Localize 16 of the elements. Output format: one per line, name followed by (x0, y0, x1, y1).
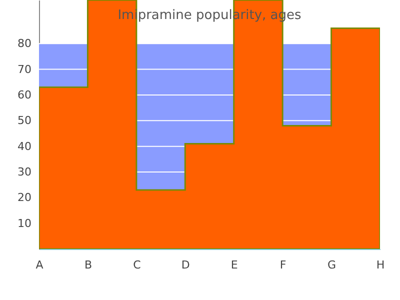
y-tick-label: 10 (18, 216, 32, 230)
x-tick-label: B (84, 258, 92, 272)
x-tick-label: E (230, 258, 238, 272)
y-tick-label: 30 (18, 165, 32, 178)
x-tick-label: G (328, 258, 336, 272)
y-tick-label: 20 (18, 191, 32, 204)
y-tick-label: 70 (18, 62, 32, 76)
x-tick-label: H (376, 258, 385, 272)
x-tick-label: F (280, 258, 286, 272)
y-tick-label: 50 (18, 114, 32, 128)
y-tick-label: 80 (18, 37, 32, 50)
x-tick-label: A (36, 258, 44, 272)
y-tick-label: 40 (18, 140, 32, 153)
x-tick-label: C (133, 258, 142, 272)
y-tick-label: 60 (18, 88, 32, 102)
x-tick-label: D (181, 258, 190, 272)
